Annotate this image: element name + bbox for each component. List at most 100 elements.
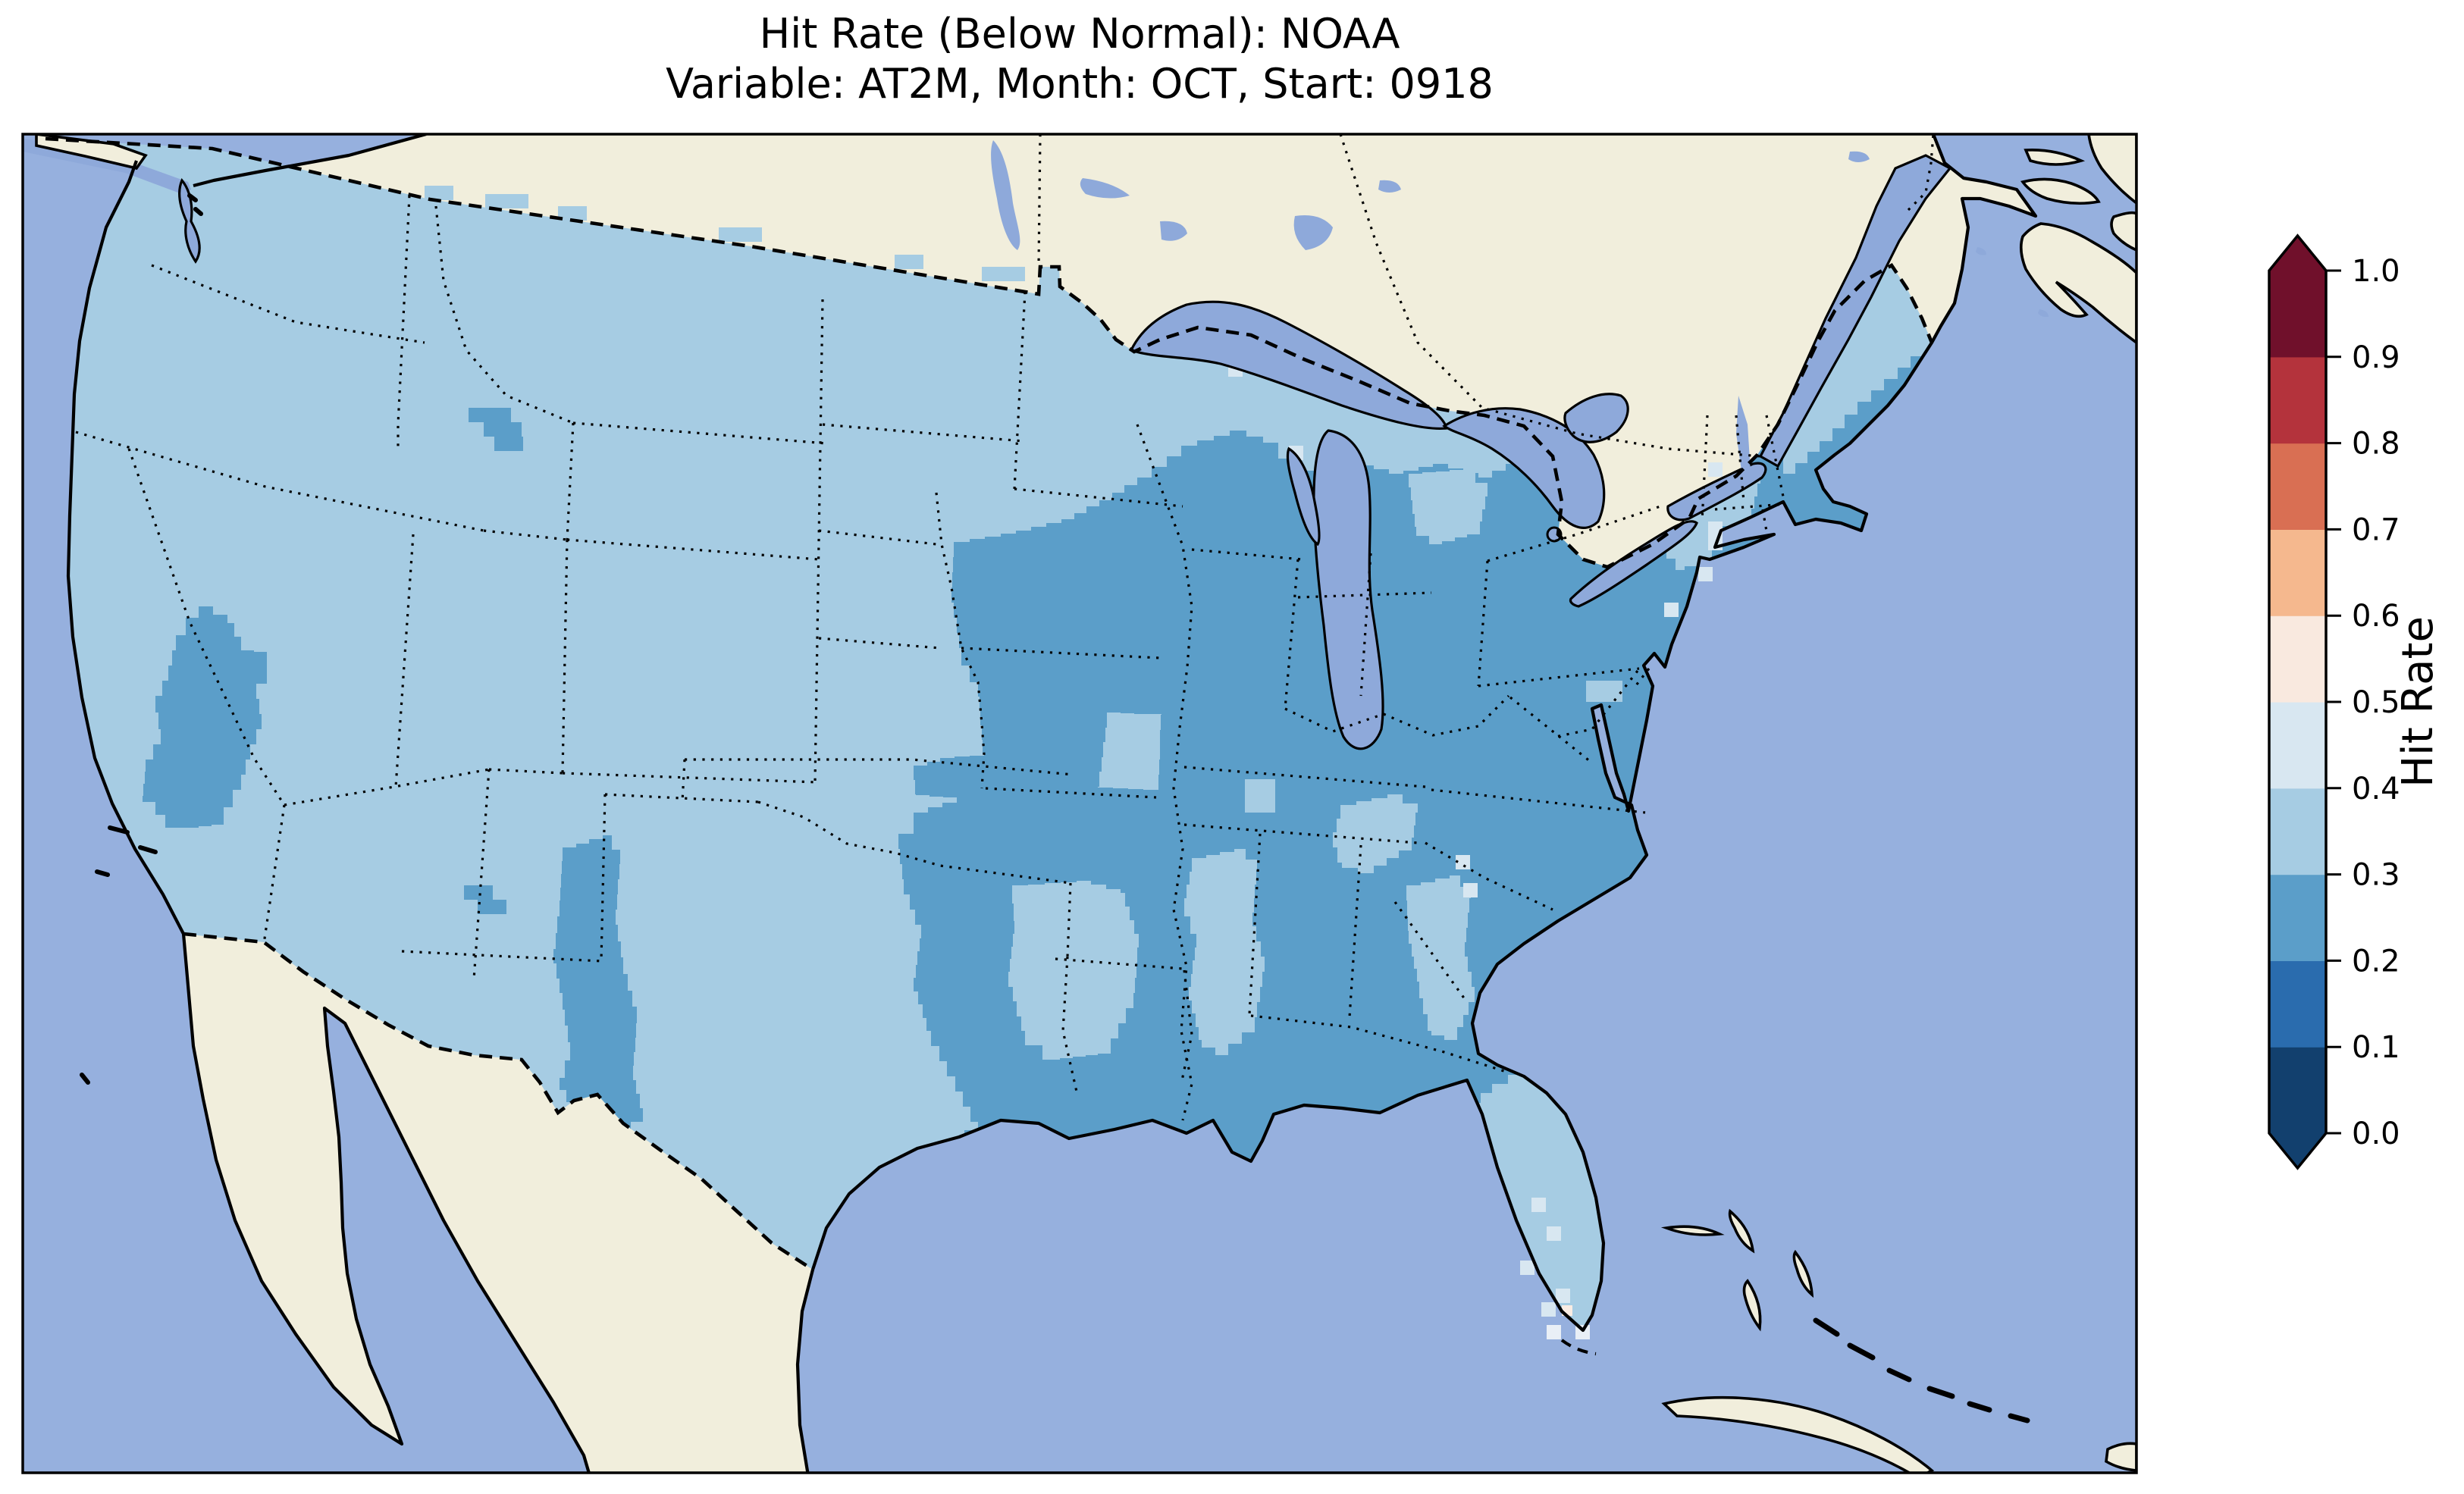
colorbar-tick-label: 0.0	[2352, 1117, 2400, 1151]
grid-cells-02-03	[478, 900, 506, 914]
newfoundland	[2087, 134, 2136, 205]
gulf-atlantic-coastline	[795, 134, 2038, 1473]
small-island	[138, 845, 158, 854]
state-border-line	[1183, 823, 1419, 844]
state-border-line	[1191, 548, 1303, 561]
colorbar-bin-0.2-0.3	[2269, 874, 2326, 961]
grid-cell-03-04	[895, 255, 923, 269]
state-border-line	[1348, 844, 1362, 1018]
grid-cell-03-04	[719, 227, 762, 242]
colorbar-bin-0.1-0.2	[2269, 960, 2326, 1048]
state-border-line	[1431, 788, 1646, 814]
grid-cells-02-03	[494, 437, 523, 451]
small-island	[80, 1073, 90, 1085]
grid-cell-04-05	[1556, 1289, 1570, 1303]
pacific-mexico-coastline	[66, 160, 591, 1473]
state-border-line	[1284, 694, 1510, 737]
bahama-cay	[1926, 1386, 1955, 1399]
region-nevada-02-03	[143, 606, 267, 828]
state-border-line	[1477, 560, 1489, 687]
grid-cell-04-05	[1531, 1198, 1546, 1212]
nova-scotia	[2019, 222, 2136, 345]
colorbar-bin-0.5-0.6	[2269, 615, 2326, 703]
state-border-line	[600, 794, 607, 962]
hispaniola	[2105, 1442, 2136, 1472]
colorbar-bin-0.9-1.0	[2269, 271, 2326, 358]
figure-title-line1: Hit Rate (Below Normal): NOAA	[759, 10, 1400, 58]
bahama-cay	[1847, 1342, 1876, 1361]
canadian-lake	[1378, 180, 1401, 193]
state-border-line	[488, 768, 563, 775]
grid-cell-04-05	[1456, 855, 1470, 869]
georgian-bay	[1563, 393, 1629, 443]
canadian-lake	[1160, 221, 1187, 241]
lake-winnipeg	[991, 140, 1020, 250]
state-border-line	[1013, 291, 1027, 490]
abaco	[1728, 1208, 1755, 1254]
colorbar: 0.0 0.1 0.2 0.3 0.4 0.5 0.6 0.7 0.8 0.9 1.0 Hit Rat…	[2268, 233, 2443, 1170]
colorbar-tick-label: 0.6	[2352, 599, 2400, 634]
anticosti-island	[2024, 148, 2086, 166]
state-border-line	[284, 768, 490, 807]
state-border-line	[1250, 1014, 1509, 1074]
small-island	[193, 207, 203, 216]
state-border-line	[434, 205, 574, 424]
grid-cell-04-05	[1520, 1261, 1535, 1275]
state-border-line	[1180, 969, 1193, 1085]
state-border-line	[1066, 882, 1072, 957]
pocket-03-04	[1409, 468, 1487, 544]
state-border-line	[757, 800, 1071, 885]
prince-edward-island	[2020, 177, 2101, 205]
cape-breton	[2110, 211, 2136, 252]
coastlines	[66, 134, 2038, 1473]
bahama-cay	[1813, 1317, 1840, 1337]
andros	[1742, 1279, 1762, 1332]
colorbar-tick-label: 0.4	[2352, 772, 2400, 807]
colorbar-bin-0.6-0.7	[2269, 529, 2326, 616]
pocket-03-04	[1245, 779, 1275, 813]
grid-cell-04-05	[1698, 567, 1713, 581]
grid-cells-02-03	[464, 885, 493, 900]
colorbar-tick-label: 0.2	[2352, 944, 2400, 979]
state-border-line	[818, 529, 937, 546]
state-border-line	[561, 539, 569, 774]
pocket-03-04	[1184, 849, 1265, 1055]
state-border-line	[1509, 696, 1592, 763]
british-columbia-coastline	[193, 134, 427, 188]
bahama-cay	[1967, 1401, 1992, 1413]
state-border-line	[1061, 956, 1078, 1092]
state-border-line	[1555, 670, 1639, 738]
state-border-line	[961, 647, 1161, 659]
canadian-lake	[1080, 178, 1130, 199]
small-lake	[1976, 247, 1986, 255]
grid-cell-04-05	[1664, 603, 1679, 617]
pocket-03-04	[1098, 713, 1161, 790]
state-border-line	[985, 787, 1157, 799]
grid-cells-02-03	[484, 422, 522, 437]
grid-cell-03-04	[982, 267, 1025, 281]
state-border-line	[566, 538, 820, 561]
grid-cell-keys-045	[1547, 1325, 1561, 1339]
lake-champlain	[1736, 396, 1751, 476]
national-borders	[45, 136, 1934, 1271]
grid-cell-03-04	[558, 206, 587, 221]
grid-cell-04-05	[1708, 462, 1723, 477]
state-border-line	[1735, 415, 1745, 503]
state-border-line	[1055, 957, 1183, 970]
grand-bahama	[1660, 1225, 1725, 1236]
lake-huron	[1442, 407, 1606, 529]
state-border-line	[1359, 553, 1372, 697]
lake-nipigon	[1293, 215, 1333, 250]
state-border-line	[1478, 667, 1640, 687]
colorbar-tick-label: 0.8	[2352, 427, 2400, 462]
colorbar-tick-label: 0.3	[2352, 858, 2400, 893]
figure-title: Hit Rate (Below Normal): NOAA Variable: …	[23, 9, 2136, 109]
us-canada-border	[45, 136, 1934, 569]
pocket-03-04	[1008, 881, 1139, 1060]
small-island	[187, 193, 198, 202]
colorbar-axis-label: Hit Rate	[2393, 616, 2443, 788]
small-island	[95, 869, 110, 877]
state-border-line	[151, 264, 425, 344]
